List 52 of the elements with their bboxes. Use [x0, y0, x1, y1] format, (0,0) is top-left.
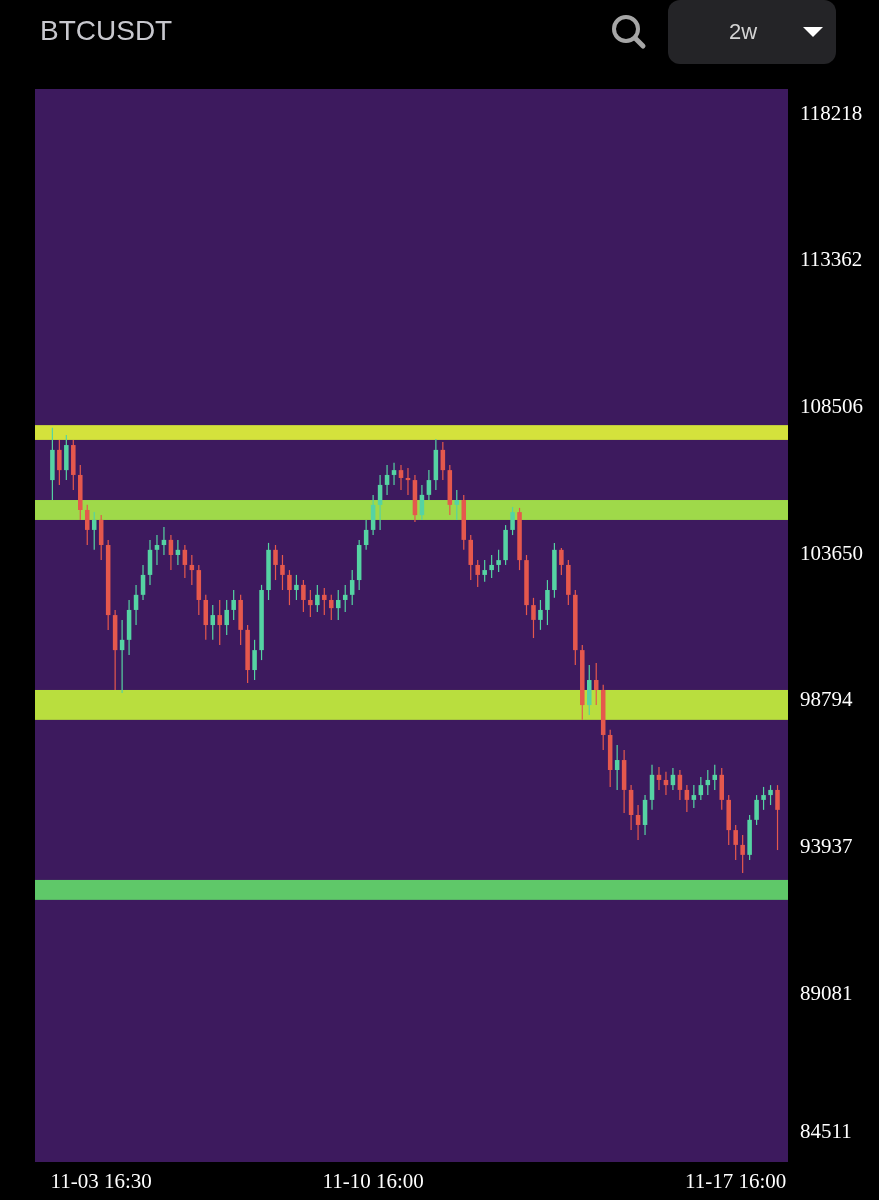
candlestick [454, 489, 460, 521]
candlestick [545, 579, 550, 626]
x-tick-label: 11-10 16:00 [322, 1168, 424, 1193]
candlestick [301, 579, 306, 613]
y-tick-label: 113362 [800, 247, 863, 272]
candlestick [482, 559, 487, 583]
candlestick [531, 597, 536, 639]
candlestick [475, 559, 480, 588]
candlestick [224, 599, 229, 636]
candlestick [217, 599, 222, 646]
candlestick [154, 534, 160, 566]
candlestick [315, 584, 320, 613]
candlestick [489, 554, 494, 579]
y-tick-label: 118218 [800, 100, 863, 125]
candlestick [496, 549, 501, 573]
x-tick-label: 11-17 16:00 [685, 1168, 787, 1193]
candlestick [768, 784, 773, 806]
candlestick [391, 462, 397, 486]
candlestick [273, 544, 278, 581]
dropdown[interactable]: 2w [668, 0, 836, 64]
y-tick-label: 103650 [800, 540, 863, 565]
chart-title: BTCUSDT [40, 15, 173, 47]
candlestick [349, 569, 355, 606]
candlestick [287, 569, 292, 606]
candlestick [754, 794, 759, 826]
y-tick-label: 93937 [800, 834, 853, 859]
y-tick-label: 108506 [800, 394, 863, 419]
candlestick [426, 469, 432, 501]
candlestick [329, 594, 334, 621]
candlestick [538, 599, 543, 631]
y-tick-label: 98794 [800, 687, 853, 712]
candlestick [252, 639, 257, 681]
candlestick [210, 604, 216, 641]
y-tick-label: 84511 [800, 1118, 852, 1143]
candlestick [712, 764, 718, 791]
candlestick [733, 824, 738, 861]
candlestick [691, 784, 697, 809]
x-tick-label: 11-03 16:30 [50, 1168, 152, 1193]
candlestick [335, 589, 341, 621]
candlestick [559, 547, 564, 576]
candlestick [231, 589, 236, 621]
candlestick [280, 554, 285, 591]
candlestick [322, 587, 327, 616]
candlestick [294, 574, 299, 601]
candlestick [775, 784, 780, 851]
candlestick [761, 786, 766, 811]
candlestick [57, 439, 62, 486]
candlestick [510, 506, 515, 536]
y-tick-label: 89081 [800, 980, 853, 1005]
candlestick [740, 834, 745, 874]
candlestick [308, 589, 313, 618]
candlestick [84, 504, 90, 546]
